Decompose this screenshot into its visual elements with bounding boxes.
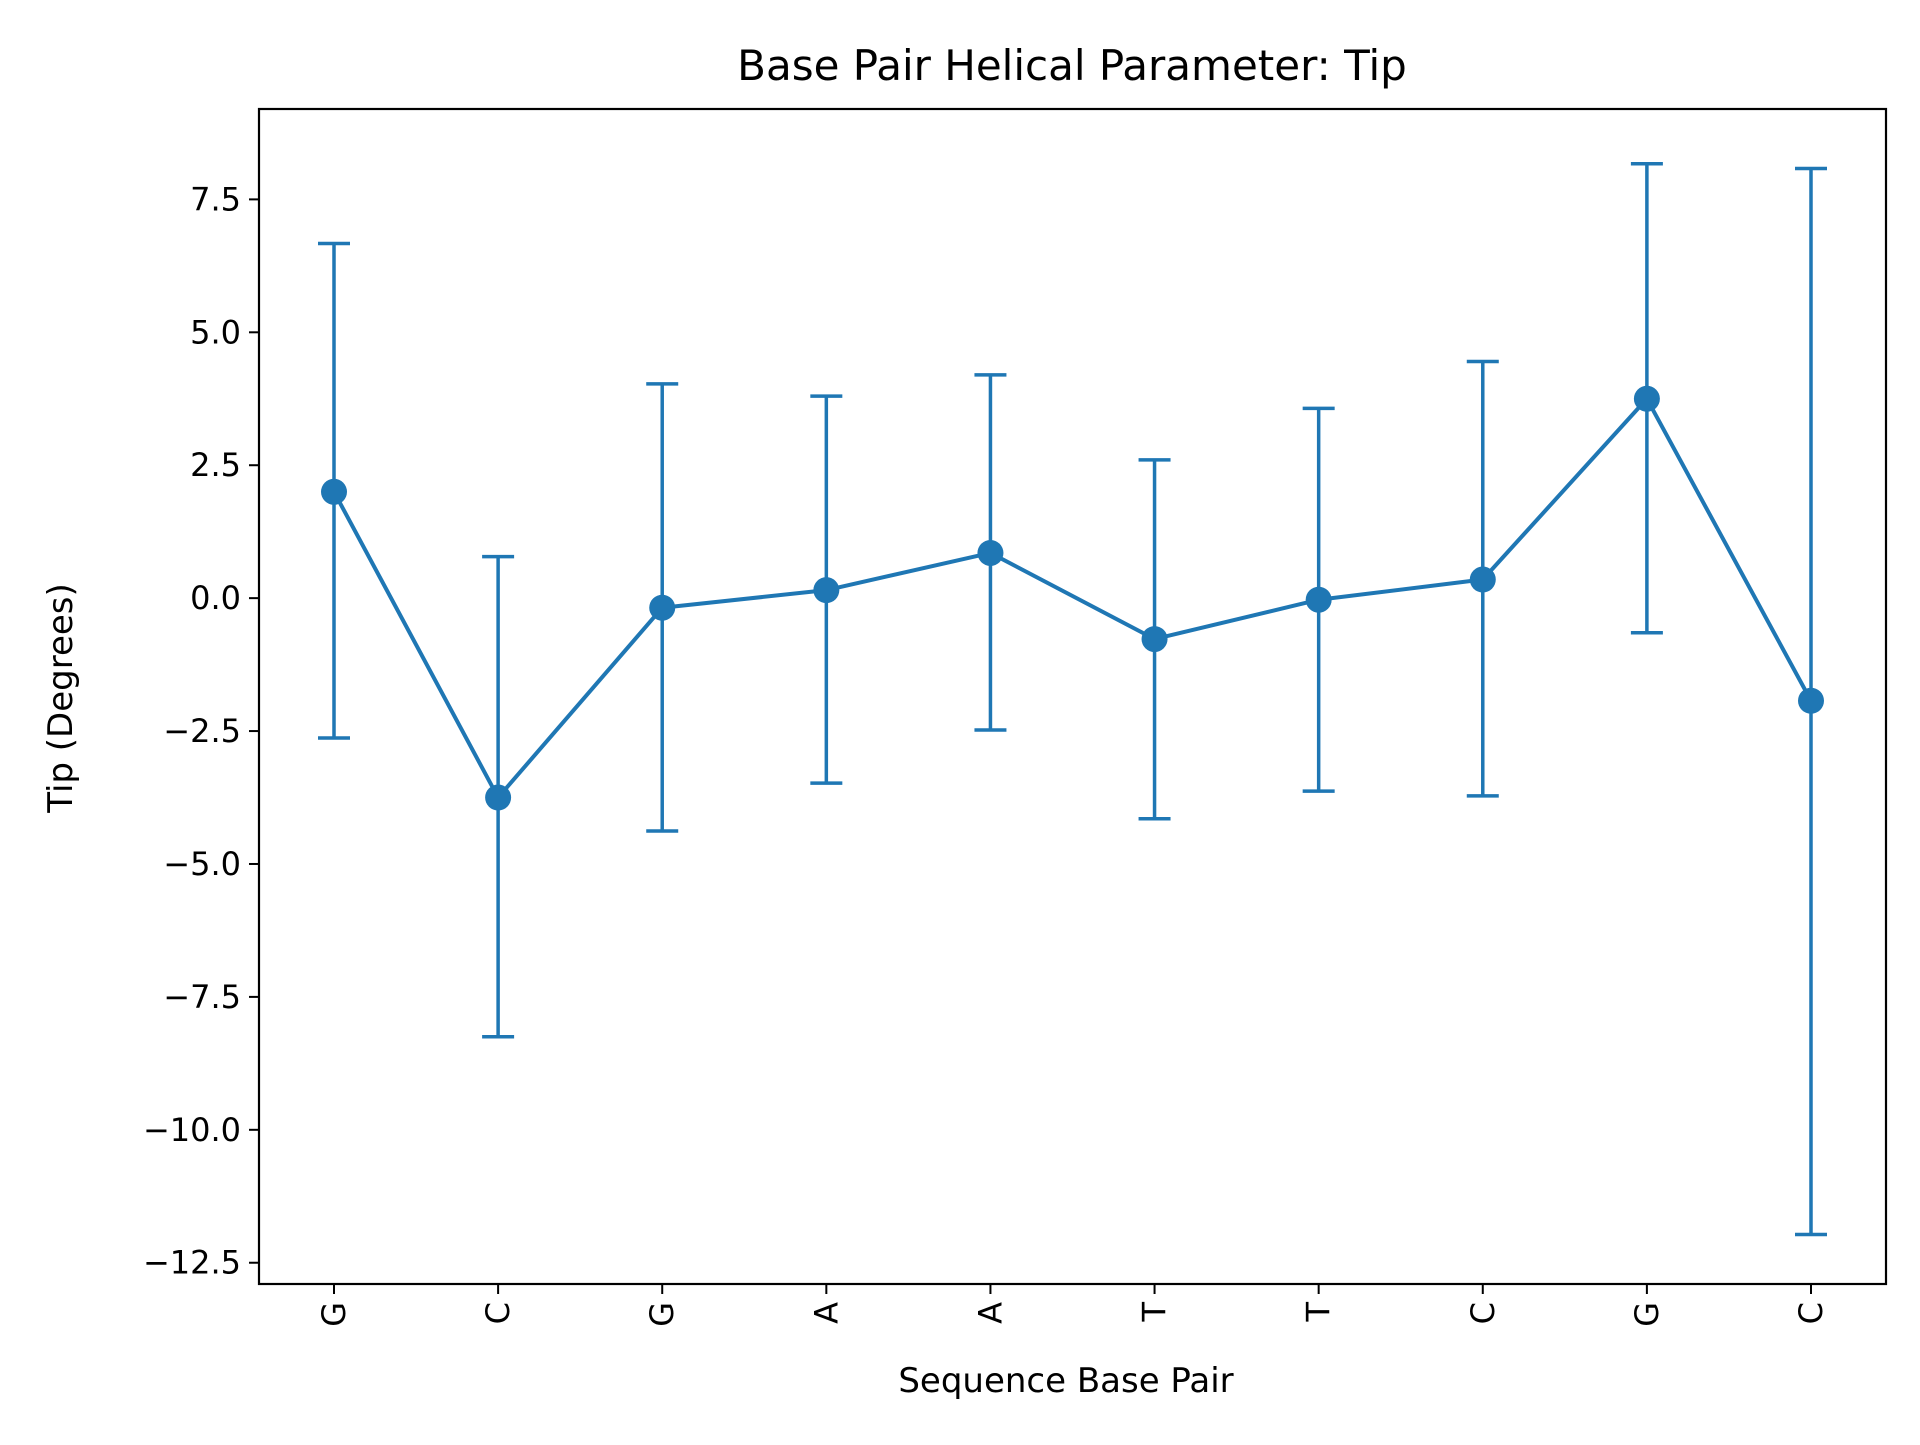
y-tick-label: −10.0 [143, 1111, 241, 1149]
y-tick-label: −12.5 [143, 1244, 241, 1282]
y-axis: 7.5 5.0 2.5 0.0 −2.5 −5.0 −7.5 −10.0 −12.5 [143, 180, 259, 1282]
x-axis-title: Sequence Base Pair [898, 1361, 1233, 1401]
x-tick-label: G [315, 1302, 353, 1327]
data-point [1141, 626, 1168, 653]
x-tick-label: A [971, 1302, 1009, 1324]
plot-frame [257, 107, 1888, 1286]
data-point [977, 539, 1004, 566]
data-point [321, 478, 347, 505]
x-tick-label: C [1464, 1302, 1502, 1324]
y-tick-label: −2.5 [163, 712, 241, 750]
chart-title: Base Pair Helical Parameter: Tip [737, 41, 1407, 90]
y-tick-label: 5.0 [190, 313, 241, 351]
data-point [1798, 687, 1824, 714]
y-axis-title: Tip (Degrees) [41, 583, 81, 814]
data-point [485, 784, 512, 811]
data-point [1469, 566, 1496, 593]
x-tick-label: T [1136, 1302, 1174, 1323]
data-series [321, 385, 1824, 811]
x-tick-label: A [807, 1302, 845, 1324]
data-point [813, 577, 840, 604]
data-point [1305, 586, 1332, 613]
x-tick-label: T [1300, 1302, 1338, 1323]
x-tick-label: G [1628, 1302, 1666, 1327]
y-tick-label: −5.0 [163, 845, 241, 883]
series-line [332, 396, 1813, 800]
y-tick-label: 2.5 [190, 446, 241, 484]
x-tick-label: C [479, 1302, 517, 1324]
data-point [1633, 385, 1660, 412]
y-tick-label: 7.5 [190, 180, 241, 218]
y-tick-label: 0.0 [190, 579, 241, 617]
data-point [649, 594, 676, 621]
x-tick-label: G [643, 1302, 681, 1327]
y-tick-label: −7.5 [163, 978, 241, 1016]
x-tick-label: C [1792, 1302, 1830, 1324]
